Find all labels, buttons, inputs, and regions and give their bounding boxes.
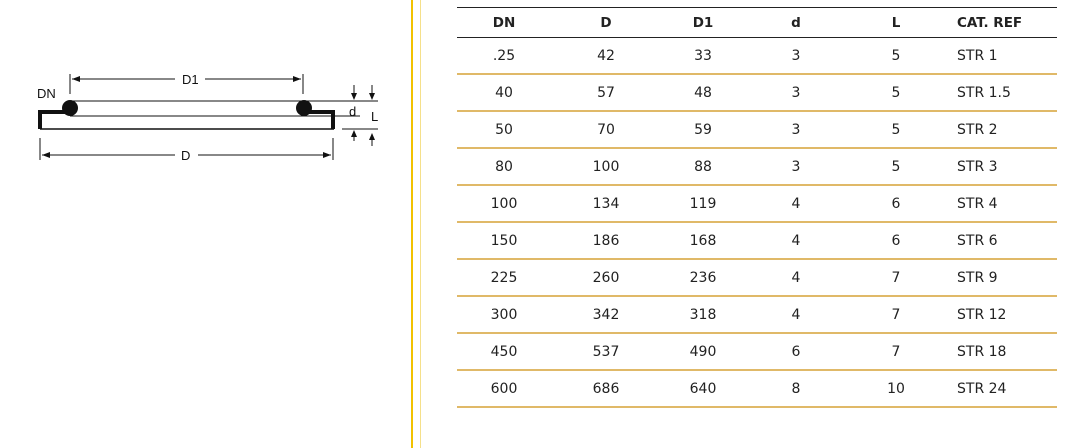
column-header: d [745, 7, 847, 38]
table-cell: STR 6 [945, 222, 1057, 260]
table-cell: 342 [551, 296, 661, 334]
table-cell: 57 [551, 74, 661, 112]
table-row: 50 70 59 3 5 STR 2 [457, 111, 1057, 149]
table-cell: 6 [745, 333, 847, 371]
table-cell: 4 [745, 185, 847, 223]
table-cell: 50 [457, 111, 551, 149]
table-cell: 686 [551, 370, 661, 408]
table-cell: 225 [457, 259, 551, 297]
table-cell: STR 3 [945, 148, 1057, 186]
table-cell: 300 [457, 296, 551, 334]
column-header: CAT. REF [945, 7, 1057, 38]
table-cell: 600 [457, 370, 551, 408]
label-d-small: d [349, 104, 356, 119]
table-cell: 168 [661, 222, 745, 260]
table-cell: 80 [457, 148, 551, 186]
label-l: L [371, 109, 378, 124]
table-header-row: DN D D1 d L CAT. REF [457, 7, 1057, 38]
table-row: 80 100 88 3 5 STR 3 [457, 148, 1057, 186]
table-cell: 7 [847, 296, 945, 334]
table-row: 600 686 640 8 10 STR 24 [457, 370, 1057, 408]
table-cell: 186 [551, 222, 661, 260]
table-cell: STR 24 [945, 370, 1057, 408]
column-header: DN [457, 7, 551, 38]
table-cell: 6 [847, 185, 945, 223]
table-cell: 59 [661, 111, 745, 149]
table-cell: 40 [457, 74, 551, 112]
column-header: D [551, 7, 661, 38]
table-cell: 537 [551, 333, 661, 371]
table-cell: 5 [847, 37, 945, 75]
label-d1: D1 [182, 72, 199, 87]
table-cell: 4 [745, 222, 847, 260]
table-cell: .25 [457, 37, 551, 75]
table-cell: 7 [847, 259, 945, 297]
table-cell: 3 [745, 74, 847, 112]
table-cell: 5 [847, 111, 945, 149]
label-d-outer: D [181, 148, 190, 163]
table-cell: 100 [551, 148, 661, 186]
table-cell: 42 [551, 37, 661, 75]
table-cell: STR 1 [945, 37, 1057, 75]
table-cell: 6 [847, 222, 945, 260]
table-cell: 5 [847, 148, 945, 186]
table-cell: 8 [745, 370, 847, 408]
table-cell: 7 [847, 333, 945, 371]
table-cell: 119 [661, 185, 745, 223]
table-cell: 70 [551, 111, 661, 149]
table-cell: STR 12 [945, 296, 1057, 334]
table-cell: STR 18 [945, 333, 1057, 371]
table-cell: 318 [661, 296, 745, 334]
table-row: 100 134 119 4 6 STR 4 [457, 185, 1057, 223]
table-cell: 236 [661, 259, 745, 297]
table-cell: 450 [457, 333, 551, 371]
table-cell: 100 [457, 185, 551, 223]
table-row: 150 186 168 4 6 STR 6 [457, 222, 1057, 260]
table-cell: 33 [661, 37, 745, 75]
table-cell: 260 [551, 259, 661, 297]
dimensions-table: DN D D1 d L CAT. REF .25 42 33 3 5 STR 1 40 57 48 3 5 ST… [457, 7, 1057, 408]
seal-ring-diagram: D1 DN d L D [37, 72, 378, 163]
table-cell: 4 [745, 296, 847, 334]
table-cell: STR 4 [945, 185, 1057, 223]
accent-divider-light [420, 0, 421, 448]
table-cell: 490 [661, 333, 745, 371]
table-cell: 48 [661, 74, 745, 112]
label-dn: DN [37, 86, 56, 101]
table-row: 450 537 490 6 7 STR 18 [457, 333, 1057, 371]
column-header: D1 [661, 7, 745, 38]
accent-divider [411, 0, 413, 448]
table-row: .25 42 33 3 5 STR 1 [457, 37, 1057, 75]
table-cell: 4 [745, 259, 847, 297]
table-cell: 5 [847, 74, 945, 112]
column-header: L [847, 7, 945, 38]
table-cell: 10 [847, 370, 945, 408]
table-cell: STR 1.5 [945, 74, 1057, 112]
table-cell: 88 [661, 148, 745, 186]
table-row: 225 260 236 4 7 STR 9 [457, 259, 1057, 297]
table-cell: STR 2 [945, 111, 1057, 149]
table-cell: 3 [745, 37, 847, 75]
table-cell: 3 [745, 148, 847, 186]
table-cell: 3 [745, 111, 847, 149]
table-cell: 134 [551, 185, 661, 223]
table-cell: 640 [661, 370, 745, 408]
table-cell: STR 9 [945, 259, 1057, 297]
table-cell: 150 [457, 222, 551, 260]
table-row: 40 57 48 3 5 STR 1.5 [457, 74, 1057, 112]
table-row: 300 342 318 4 7 STR 12 [457, 296, 1057, 334]
